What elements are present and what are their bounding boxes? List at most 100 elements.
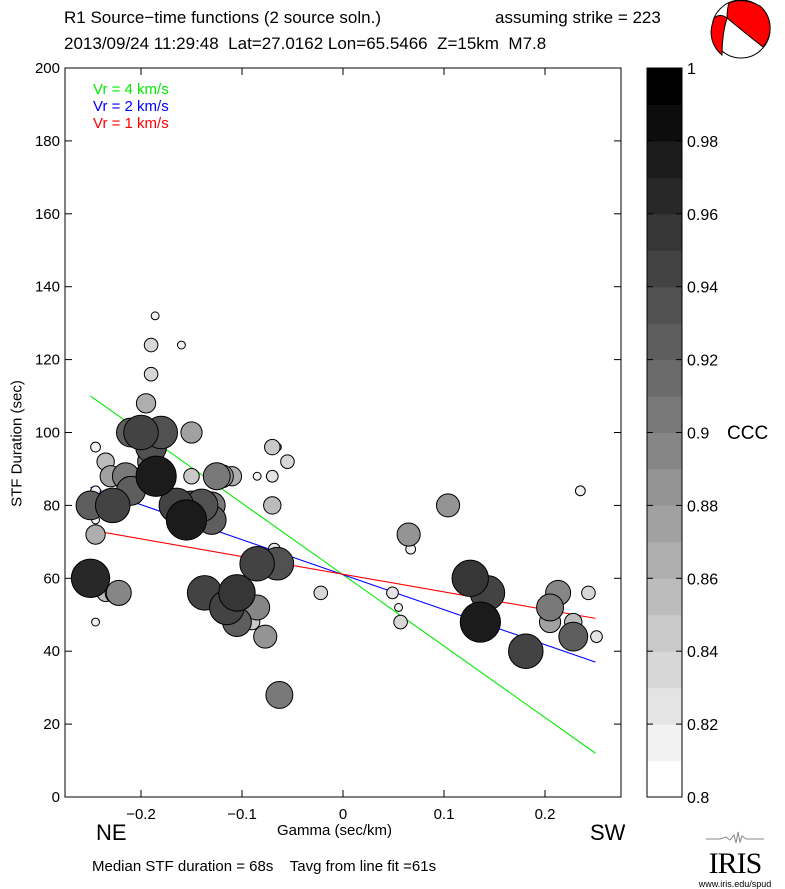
- colorbar-tick-label: 0.86: [687, 571, 718, 588]
- x-tick-label: 0.1: [434, 806, 455, 823]
- colorbar-tick-label: 0.84: [687, 644, 718, 661]
- colorbar-segment: [647, 323, 682, 361]
- colorbar-segment: [647, 578, 682, 616]
- chart-title: R1 Source−time functions (2 source soln.…: [64, 8, 382, 27]
- data-point: [90, 441, 101, 453]
- colorbar-segment: [647, 505, 682, 543]
- colorbar-label: CCC: [727, 423, 769, 444]
- y-tick-label: 120: [35, 352, 60, 369]
- y-tick-label: 200: [35, 60, 60, 77]
- y-tick-label: 80: [43, 497, 60, 514]
- direction-left-label: NE: [96, 820, 127, 845]
- colorbar-segment: [647, 468, 682, 506]
- colorbar-tick-label: 0.8: [687, 790, 709, 807]
- colorbar-segment: [647, 286, 682, 324]
- data-point: [558, 621, 589, 652]
- colorbar-segment: [647, 359, 682, 397]
- summary-text: Median STF duration = 68s Tavg from line…: [92, 858, 437, 875]
- data-point: [143, 366, 159, 382]
- legend-entry: Vr = 1 km/s: [93, 115, 169, 132]
- data-point: [70, 558, 111, 598]
- colorbar-tick-label: 0.82: [687, 717, 718, 734]
- y-tick-label: 160: [35, 206, 60, 223]
- data-point: [94, 487, 131, 524]
- colorbar-segment: [647, 541, 682, 579]
- data-point: [105, 579, 132, 606]
- colorbar-segment: [647, 213, 682, 251]
- data-point: [581, 585, 596, 601]
- data-point: [252, 471, 262, 481]
- colorbar-segment: [647, 432, 682, 470]
- y-axis-label: STF Duration (sec): [8, 380, 26, 507]
- data-point: [183, 467, 200, 485]
- data-point: [239, 545, 275, 582]
- data-point: [394, 603, 403, 612]
- y-tick-label: 60: [43, 570, 60, 587]
- data-point: [536, 593, 564, 622]
- x-tick-label: −0.1: [227, 806, 257, 823]
- data-point: [393, 614, 408, 630]
- colorbar-tick-label: 0.92: [687, 353, 718, 370]
- iris-logo-text: IRIS: [708, 847, 763, 880]
- y-tick-label: 20: [43, 716, 60, 733]
- data-point: [135, 455, 177, 497]
- data-point: [218, 574, 256, 612]
- data-point: [451, 559, 489, 597]
- iris-logo: IRIS www.iris.edu/spud: [690, 830, 780, 889]
- data-point: [386, 586, 399, 600]
- data-point: [123, 414, 159, 451]
- data-point: [263, 496, 282, 515]
- y-tick-label: 100: [35, 425, 60, 442]
- data-point: [280, 454, 295, 469]
- fit-line-3: [95, 530, 596, 619]
- colorbar-segment: [647, 651, 682, 689]
- data-point: [265, 469, 279, 483]
- legend-entry: Vr = 4 km/s: [93, 81, 169, 98]
- data-point: [508, 633, 544, 669]
- x-tick-label: −0.2: [126, 806, 156, 823]
- data-point: [135, 393, 157, 414]
- seismogram-icon: [706, 831, 764, 844]
- colorbar-segment: [647, 760, 682, 798]
- data-point: [590, 630, 603, 643]
- data-point: [313, 585, 329, 601]
- y-tick-label: 180: [35, 133, 60, 150]
- colorbar-segment: [647, 177, 682, 215]
- x-axis-label: Gamma (sec/km): [277, 822, 393, 839]
- direction-right-label: SW: [590, 820, 626, 845]
- data-point: [459, 601, 501, 643]
- data-point: [165, 499, 208, 541]
- focal-mechanism-icon: [710, 0, 771, 59]
- data-point: [574, 485, 586, 497]
- data-point: [396, 522, 421, 547]
- legend-entry: Vr = 2 km/s: [93, 98, 169, 115]
- x-tick-label: 0.2: [535, 806, 556, 823]
- iris-url: www.iris.edu/spud: [698, 879, 772, 889]
- data-point: [435, 493, 461, 518]
- data-point: [202, 462, 231, 491]
- colorbar-tick-label: 0.98: [687, 134, 718, 151]
- event-info: 2013/09/24 11:29:48 Lat=27.0162 Lon=65.5…: [64, 34, 547, 53]
- colorbar-segment: [647, 687, 682, 725]
- strike-text: assuming strike = 223: [495, 8, 661, 27]
- colorbar-segment: [647, 724, 682, 762]
- colorbar-segment: [647, 396, 682, 433]
- data-point: [264, 438, 281, 456]
- colorbar-segment: [647, 140, 682, 178]
- colorbar-segment: [647, 104, 682, 142]
- data-point: [180, 421, 203, 444]
- data-point: [85, 524, 106, 545]
- data-point: [176, 340, 186, 350]
- y-tick-label: 40: [43, 643, 60, 660]
- colorbar-segment: [647, 250, 682, 288]
- colorbar-segment: [647, 614, 682, 652]
- colorbar-tick-label: 0.94: [687, 280, 718, 297]
- y-tick-label: 0: [52, 789, 60, 806]
- data-point: [150, 311, 160, 321]
- data-point: [91, 617, 101, 627]
- colorbar-tick-label: 0.88: [687, 498, 718, 515]
- colorbar-segment: [647, 68, 682, 105]
- y-tick-label: 140: [35, 279, 60, 296]
- x-tick-label: 0: [339, 806, 347, 823]
